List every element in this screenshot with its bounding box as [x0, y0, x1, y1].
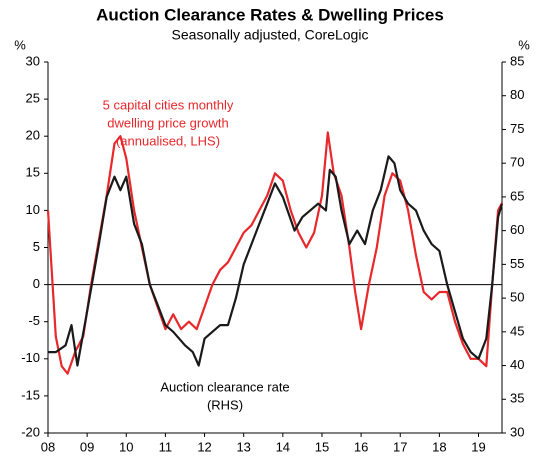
- y-unit: %: [14, 37, 26, 52]
- annotation: (annualised, LHS): [116, 133, 220, 148]
- y2-tick-label: 85: [510, 53, 524, 68]
- y-tick-label: 0: [33, 276, 40, 291]
- x-tick-label: 15: [315, 439, 329, 454]
- y2-tick-label: 65: [510, 188, 524, 203]
- y2-tick-label: 30: [510, 424, 524, 439]
- series-line: [46, 131, 503, 375]
- y2-tick-label: 80: [510, 87, 524, 102]
- x-tick-label: 10: [119, 439, 133, 454]
- x-tick-label: 14: [276, 439, 290, 454]
- y-tick-label: 25: [26, 91, 40, 106]
- y-tick-label: -20: [21, 424, 40, 439]
- y-tick-label: 15: [26, 165, 40, 180]
- annotation: (RHS): [207, 397, 243, 412]
- x-tick-label: 19: [471, 439, 485, 454]
- y-tick-label: 5: [33, 239, 40, 254]
- y-tick-label: 20: [26, 128, 40, 143]
- y2-tick-label: 50: [510, 290, 524, 305]
- x-tick-label: 12: [197, 439, 211, 454]
- series-line: [48, 155, 504, 367]
- y2-tick-label: 70: [510, 155, 524, 170]
- y-tick-label: 30: [26, 53, 40, 68]
- y-tick-label: -15: [21, 387, 40, 402]
- y-tick-label: -5: [28, 313, 40, 328]
- y2-tick-label: 40: [510, 357, 524, 372]
- y2-tick-label: 35: [510, 391, 524, 406]
- y2-tick-label: 60: [510, 222, 524, 237]
- y-tick-label: -10: [21, 350, 40, 365]
- annotation: dwelling price growth: [107, 115, 228, 130]
- y2-unit: %: [518, 37, 530, 52]
- x-tick-label: 11: [159, 439, 173, 454]
- chart-title: Auction Clearance Rates & Dwelling Price…: [96, 5, 444, 24]
- y2-tick-label: 45: [510, 323, 524, 338]
- annotation: Auction clearance rate: [160, 379, 289, 394]
- x-tick-label: 18: [432, 439, 446, 454]
- x-tick-label: 17: [393, 439, 407, 454]
- x-tick-label: 13: [236, 439, 250, 454]
- annotation: 5 capital cities monthly: [103, 97, 234, 112]
- y-tick-label: 10: [26, 202, 40, 217]
- x-tick-label: 08: [41, 439, 55, 454]
- x-tick-label: 09: [80, 439, 94, 454]
- x-tick-label: 16: [354, 439, 368, 454]
- y2-tick-label: 55: [510, 256, 524, 271]
- y2-tick-label: 75: [510, 121, 524, 136]
- chart-subtitle: Seasonally adjusted, CoreLogic: [172, 27, 369, 43]
